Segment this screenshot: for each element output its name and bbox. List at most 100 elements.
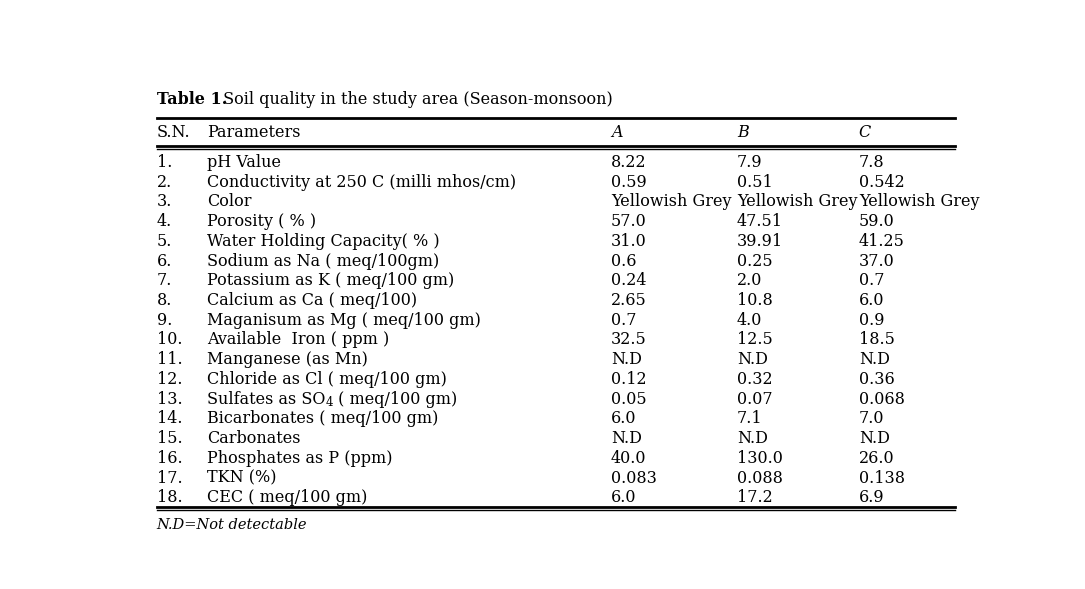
Text: 6.9: 6.9: [859, 489, 884, 507]
Text: Table 1.: Table 1.: [156, 91, 227, 108]
Text: 6.0: 6.0: [859, 292, 884, 309]
Text: 0.7: 0.7: [859, 272, 884, 289]
Text: 12.5: 12.5: [737, 332, 773, 349]
Text: Yellowish Grey: Yellowish Grey: [859, 193, 980, 210]
Text: 8.: 8.: [156, 292, 173, 309]
Text: 8.22: 8.22: [611, 154, 647, 171]
Text: 39.91: 39.91: [737, 233, 783, 250]
Text: TKN (%): TKN (%): [207, 469, 277, 487]
Text: CEC ( meq/100 gm): CEC ( meq/100 gm): [207, 489, 368, 507]
Text: Porosity ( % ): Porosity ( % ): [207, 213, 316, 230]
Text: 2.0: 2.0: [737, 272, 763, 289]
Text: Conductivity at 250 C (milli mhos/cm): Conductivity at 250 C (milli mhos/cm): [207, 174, 516, 191]
Text: S.N.: S.N.: [156, 124, 190, 141]
Text: 6.0: 6.0: [611, 489, 636, 507]
Text: C: C: [859, 124, 871, 141]
Text: 4.: 4.: [156, 213, 171, 230]
Text: 0.083: 0.083: [611, 469, 656, 487]
Text: Bicarbonates ( meq/100 gm): Bicarbonates ( meq/100 gm): [207, 411, 438, 428]
Text: N.D: N.D: [737, 430, 768, 447]
Text: Carbonates: Carbonates: [207, 430, 301, 447]
Text: 0.138: 0.138: [859, 469, 905, 487]
Text: 6.: 6.: [156, 253, 173, 270]
Text: 59.0: 59.0: [859, 213, 894, 230]
Text: N.D: N.D: [737, 351, 768, 368]
Text: 2.65: 2.65: [611, 292, 647, 309]
Text: 0.542: 0.542: [859, 174, 905, 191]
Text: 0.51: 0.51: [737, 174, 773, 191]
Text: 18.5: 18.5: [859, 332, 895, 349]
Text: B: B: [737, 124, 749, 141]
Text: Potassium as K ( meq/100 gm): Potassium as K ( meq/100 gm): [207, 272, 455, 289]
Text: 7.: 7.: [156, 272, 173, 289]
Text: 6.0: 6.0: [611, 411, 636, 428]
Text: N.D: N.D: [859, 430, 890, 447]
Text: Yellowish Grey: Yellowish Grey: [737, 193, 857, 210]
Text: 3.: 3.: [156, 193, 173, 210]
Text: 32.5: 32.5: [611, 332, 647, 349]
Text: 5.: 5.: [156, 233, 173, 250]
Text: 2.: 2.: [156, 174, 171, 191]
Text: 0.6: 0.6: [611, 253, 636, 270]
Text: Parameters: Parameters: [207, 124, 301, 141]
Text: 11.: 11.: [156, 351, 182, 368]
Text: 0.07: 0.07: [737, 391, 773, 408]
Text: 10.: 10.: [156, 332, 182, 349]
Text: 0.9: 0.9: [859, 312, 884, 329]
Text: 14.: 14.: [156, 411, 182, 428]
Text: 0.088: 0.088: [737, 469, 782, 487]
Text: 13.: 13.: [156, 391, 182, 408]
Text: 9.: 9.: [156, 312, 173, 329]
Text: Available  Iron ( ppm ): Available Iron ( ppm ): [207, 332, 390, 349]
Text: 26.0: 26.0: [859, 450, 894, 467]
Text: Calcium as Ca ( meq/100): Calcium as Ca ( meq/100): [207, 292, 418, 309]
Text: 7.0: 7.0: [859, 411, 884, 428]
Text: N.D=Not detectable: N.D=Not detectable: [156, 518, 307, 532]
Text: A: A: [611, 124, 622, 141]
Text: 4: 4: [326, 396, 333, 409]
Text: Chloride as Cl ( meq/100 gm): Chloride as Cl ( meq/100 gm): [207, 371, 447, 388]
Text: 17.2: 17.2: [737, 489, 773, 507]
Text: Water Holding Capacity( % ): Water Holding Capacity( % ): [207, 233, 439, 250]
Text: Phosphates as P (ppm): Phosphates as P (ppm): [207, 450, 393, 467]
Text: 37.0: 37.0: [859, 253, 894, 270]
Text: 47.51: 47.51: [737, 213, 783, 230]
Text: 0.12: 0.12: [611, 371, 647, 388]
Text: Maganisum as Mg ( meq/100 gm): Maganisum as Mg ( meq/100 gm): [207, 312, 481, 329]
Text: ( meq/100 gm): ( meq/100 gm): [333, 391, 457, 408]
Text: 15.: 15.: [156, 430, 182, 447]
Text: Color: Color: [207, 193, 252, 210]
Text: 0.05: 0.05: [611, 391, 647, 408]
Text: 1.: 1.: [156, 154, 173, 171]
Text: Manganese (as Mn): Manganese (as Mn): [207, 351, 368, 368]
Text: 18.: 18.: [156, 489, 182, 507]
Text: 0.36: 0.36: [859, 371, 894, 388]
Text: 7.8: 7.8: [859, 154, 884, 171]
Text: 0.068: 0.068: [859, 391, 905, 408]
Text: 0.25: 0.25: [737, 253, 773, 270]
Text: 7.9: 7.9: [737, 154, 763, 171]
Text: pH Value: pH Value: [207, 154, 281, 171]
Text: 0.59: 0.59: [611, 174, 647, 191]
Text: 40.0: 40.0: [611, 450, 647, 467]
Text: 0.32: 0.32: [737, 371, 773, 388]
Text: Sodium as Na ( meq/100gm): Sodium as Na ( meq/100gm): [207, 253, 439, 270]
Text: 7.1: 7.1: [737, 411, 763, 428]
Text: Yellowish Grey: Yellowish Grey: [611, 193, 731, 210]
Text: N.D: N.D: [611, 351, 641, 368]
Text: 0.7: 0.7: [611, 312, 636, 329]
Text: N.D: N.D: [859, 351, 890, 368]
Text: 4.0: 4.0: [737, 312, 763, 329]
Text: 41.25: 41.25: [859, 233, 905, 250]
Text: 12.: 12.: [156, 371, 182, 388]
Text: 16.: 16.: [156, 450, 182, 467]
Text: Sulfates as SO: Sulfates as SO: [207, 391, 326, 408]
Text: 0.24: 0.24: [611, 272, 647, 289]
Text: 31.0: 31.0: [611, 233, 647, 250]
Text: N.D: N.D: [611, 430, 641, 447]
Text: 57.0: 57.0: [611, 213, 647, 230]
Text: 10.8: 10.8: [737, 292, 773, 309]
Text: 17.: 17.: [156, 469, 182, 487]
Text: Soil quality in the study area (Season-monsoon): Soil quality in the study area (Season-m…: [218, 91, 613, 108]
Text: 130.0: 130.0: [737, 450, 782, 467]
